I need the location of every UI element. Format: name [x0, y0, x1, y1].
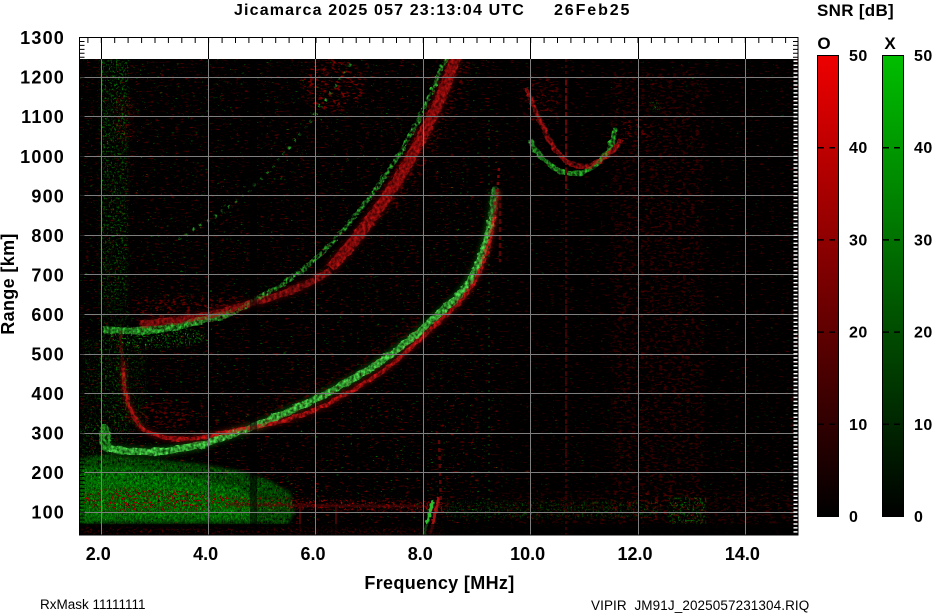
svg-text:1000: 1000: [20, 147, 65, 167]
svg-text:400: 400: [31, 384, 65, 404]
svg-text:40: 40: [849, 140, 868, 157]
svg-text:20: 20: [849, 325, 868, 342]
svg-text:RxMask 11111111: RxMask 11111111: [40, 597, 146, 612]
svg-text:1100: 1100: [21, 107, 65, 127]
svg-text:30: 30: [914, 232, 932, 249]
svg-text:50: 50: [914, 48, 932, 65]
svg-text:10.0: 10.0: [510, 544, 545, 564]
svg-text:800: 800: [31, 226, 65, 246]
svg-text:14.0: 14.0: [725, 544, 760, 564]
svg-text:0: 0: [849, 509, 858, 526]
svg-text:X: X: [884, 34, 896, 53]
svg-text:1300: 1300: [20, 28, 65, 48]
svg-text:50: 50: [849, 48, 868, 65]
svg-text:20: 20: [914, 325, 932, 342]
svg-text:40: 40: [914, 140, 932, 157]
svg-text:2.0: 2.0: [86, 544, 111, 564]
svg-text:8.0: 8.0: [408, 544, 433, 564]
svg-text:100: 100: [31, 503, 65, 523]
svg-text:VIPIR JM91J_2025057231304.RIQ: VIPIR JM91J_2025057231304.RIQ: [591, 598, 809, 613]
svg-text:30: 30: [849, 232, 868, 249]
svg-text:6.0: 6.0: [300, 544, 325, 564]
svg-text:0: 0: [914, 509, 923, 526]
svg-text:300: 300: [31, 424, 65, 444]
svg-text:O: O: [817, 34, 830, 53]
svg-text:10: 10: [914, 417, 932, 434]
svg-text:4.0: 4.0: [193, 544, 218, 564]
svg-text:1200: 1200: [20, 68, 65, 88]
svg-text:200: 200: [31, 463, 65, 483]
svg-text:500: 500: [31, 345, 65, 365]
svg-text:12.0: 12.0: [617, 544, 652, 564]
svg-text:10: 10: [849, 417, 868, 434]
svg-text:26Feb25: 26Feb25: [554, 2, 631, 19]
svg-text:Frequency [MHz]: Frequency [MHz]: [364, 573, 514, 593]
svg-text:900: 900: [31, 186, 65, 206]
svg-text:Jicamarca 2025 057 23:13:04 UT: Jicamarca 2025 057 23:13:04 UTC: [234, 2, 525, 19]
svg-text:Range [km]: Range [km]: [0, 233, 18, 335]
svg-text:600: 600: [31, 305, 65, 325]
svg-text:SNR [dB]: SNR [dB]: [817, 1, 894, 20]
svg-text:700: 700: [31, 265, 65, 285]
